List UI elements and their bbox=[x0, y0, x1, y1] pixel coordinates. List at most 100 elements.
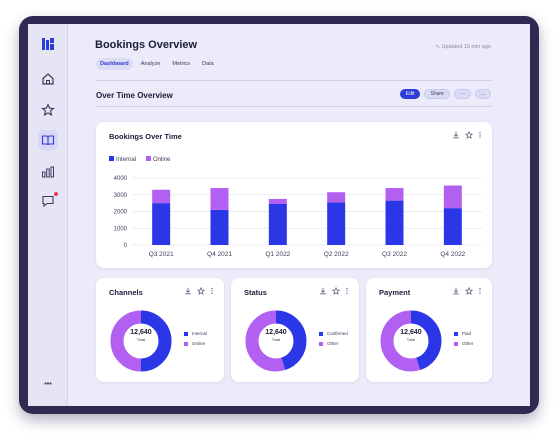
donut-legend-item: Online bbox=[184, 341, 207, 346]
kebab-menu-icon[interactable] bbox=[345, 287, 349, 295]
x-tick-label: Q3 2021 bbox=[149, 251, 174, 258]
payment-card: Payment 12,640 Total Paid Other bbox=[366, 278, 492, 382]
bar-internal[interactable] bbox=[210, 209, 229, 245]
section-actions: Edit Share ··· ... bbox=[399, 89, 491, 99]
home-icon[interactable] bbox=[40, 71, 56, 87]
divider bbox=[96, 80, 492, 81]
star-icon[interactable] bbox=[332, 287, 340, 295]
bar-internal[interactable] bbox=[152, 203, 171, 245]
tab-data[interactable]: Data bbox=[202, 61, 214, 67]
bookings-bar-chart: 0 1000 2000 3000 4000 Q3 2021 Q4 2021 Q1 2022 Q2… bbox=[114, 176, 482, 258]
main-content: Bookings Overview ∿ Updated 15 min ago D… bbox=[68, 24, 530, 406]
donut-total-label: Total bbox=[136, 337, 146, 342]
donut-total-value: 12,640 bbox=[130, 329, 152, 336]
card-actions bbox=[452, 287, 482, 295]
download-icon[interactable] bbox=[452, 287, 460, 295]
logo-icon[interactable] bbox=[40, 36, 56, 52]
more-options-button[interactable]: ··· bbox=[453, 89, 471, 99]
kebab-menu-icon[interactable] bbox=[210, 287, 214, 295]
x-tick-label: Q3 2022 bbox=[382, 251, 407, 258]
share-button[interactable]: Share bbox=[424, 89, 450, 99]
donut-legend: Paid Other bbox=[454, 331, 473, 351]
bookings-card-title: Bookings Over Time bbox=[109, 132, 182, 141]
chat-icon[interactable] bbox=[40, 192, 58, 209]
donut-legend-item: Other bbox=[319, 341, 348, 346]
bar-internal[interactable] bbox=[268, 203, 287, 245]
donut-card-title: Channels bbox=[109, 288, 143, 297]
x-tick-label: Q1 2022 bbox=[265, 251, 290, 258]
donut-total-value: 12,640 bbox=[400, 329, 422, 336]
donut-center: 12,640 Total bbox=[108, 329, 174, 342]
kebab-menu-icon[interactable] bbox=[478, 131, 482, 139]
card-actions bbox=[452, 131, 482, 139]
bar-online[interactable] bbox=[327, 192, 346, 203]
chart-legend: Internal Online bbox=[109, 156, 170, 163]
y-tick-label: 0 bbox=[124, 243, 128, 249]
tab-analyze[interactable]: Analyze bbox=[140, 61, 161, 67]
overflow-button[interactable]: ... bbox=[474, 89, 491, 99]
donut-legend-item: Internal bbox=[184, 331, 207, 336]
donut-total-label: Total bbox=[271, 337, 281, 342]
x-tick-label: Q4 2021 bbox=[207, 251, 232, 258]
tab-bar: Dashboard Analyze Metrics Data bbox=[96, 58, 218, 70]
donut-legend-item: Paid bbox=[454, 331, 473, 336]
star-icon[interactable] bbox=[465, 287, 473, 295]
donut-slice-primary bbox=[245, 310, 307, 372]
card-actions bbox=[319, 287, 349, 295]
bar-online[interactable] bbox=[443, 185, 462, 209]
book-icon[interactable] bbox=[38, 130, 58, 150]
page-title: Bookings Overview bbox=[95, 39, 198, 51]
bar-internal[interactable] bbox=[385, 200, 404, 245]
legend-item-online: Online bbox=[146, 156, 170, 163]
download-icon[interactable] bbox=[184, 287, 192, 295]
tab-dashboard[interactable]: Dashboard bbox=[96, 58, 133, 70]
kebab-menu-icon[interactable] bbox=[478, 287, 482, 295]
edit-button[interactable]: Edit bbox=[399, 89, 421, 99]
more-icon[interactable]: ••• bbox=[44, 380, 52, 388]
donut-total-label: Total bbox=[406, 337, 416, 342]
status-card: Status 12,640 Total Confirmed Other bbox=[231, 278, 359, 382]
bar-internal[interactable] bbox=[327, 202, 346, 245]
donut-card-title: Status bbox=[244, 288, 267, 297]
x-tick-label: Q4 2022 bbox=[440, 251, 465, 258]
star-icon[interactable] bbox=[197, 287, 205, 295]
bar-online[interactable] bbox=[268, 198, 287, 204]
star-icon[interactable] bbox=[40, 102, 56, 118]
y-tick-label: 2000 bbox=[114, 210, 128, 216]
updated-text: Updated 15 min ago bbox=[441, 44, 491, 50]
x-tick-label: Q2 2022 bbox=[324, 251, 349, 258]
section-title: Over Time Overview bbox=[96, 91, 173, 100]
donut-center: 12,640 Total bbox=[243, 329, 309, 342]
download-icon[interactable] bbox=[452, 131, 460, 139]
tab-metrics[interactable]: Metrics bbox=[172, 61, 191, 67]
donut-center: 12,640 Total bbox=[378, 329, 444, 342]
app-window: ••• Bookings Overview ∿ Updated 15 min a… bbox=[28, 24, 530, 406]
sidebar: ••• bbox=[28, 24, 68, 406]
star-icon[interactable] bbox=[465, 131, 473, 139]
bar-online[interactable] bbox=[210, 188, 229, 210]
donut-legend: Confirmed Other bbox=[319, 331, 348, 351]
bar-online[interactable] bbox=[385, 188, 404, 201]
donut-total-value: 12,640 bbox=[265, 329, 287, 336]
bar-online[interactable] bbox=[152, 189, 171, 204]
y-tick-label: 4000 bbox=[114, 176, 128, 182]
bar-chart-icon[interactable] bbox=[40, 164, 56, 180]
donut-slice-primary bbox=[110, 310, 172, 372]
card-actions bbox=[184, 287, 214, 295]
donut-legend: Internal Online bbox=[184, 331, 207, 351]
channels-card: Channels 12,640 Total Internal Online bbox=[96, 278, 224, 382]
donut-card-title: Payment bbox=[379, 288, 411, 297]
legend-item-internal: Internal bbox=[109, 156, 136, 163]
donut-legend-item: Confirmed bbox=[319, 331, 348, 336]
notification-dot bbox=[54, 192, 58, 196]
download-icon[interactable] bbox=[319, 287, 327, 295]
divider bbox=[96, 106, 492, 107]
bar-internal[interactable] bbox=[443, 208, 462, 245]
refresh-icon: ∿ bbox=[435, 44, 440, 50]
donut-chart bbox=[245, 310, 307, 372]
donut-legend-item: Other bbox=[454, 341, 473, 346]
y-tick-label: 1000 bbox=[114, 226, 128, 232]
donut-chart bbox=[380, 310, 442, 372]
bookings-card: Bookings Over Time Internal Online 0 1000… bbox=[96, 122, 492, 268]
updated-status: ∿ Updated 15 min ago bbox=[435, 44, 491, 50]
